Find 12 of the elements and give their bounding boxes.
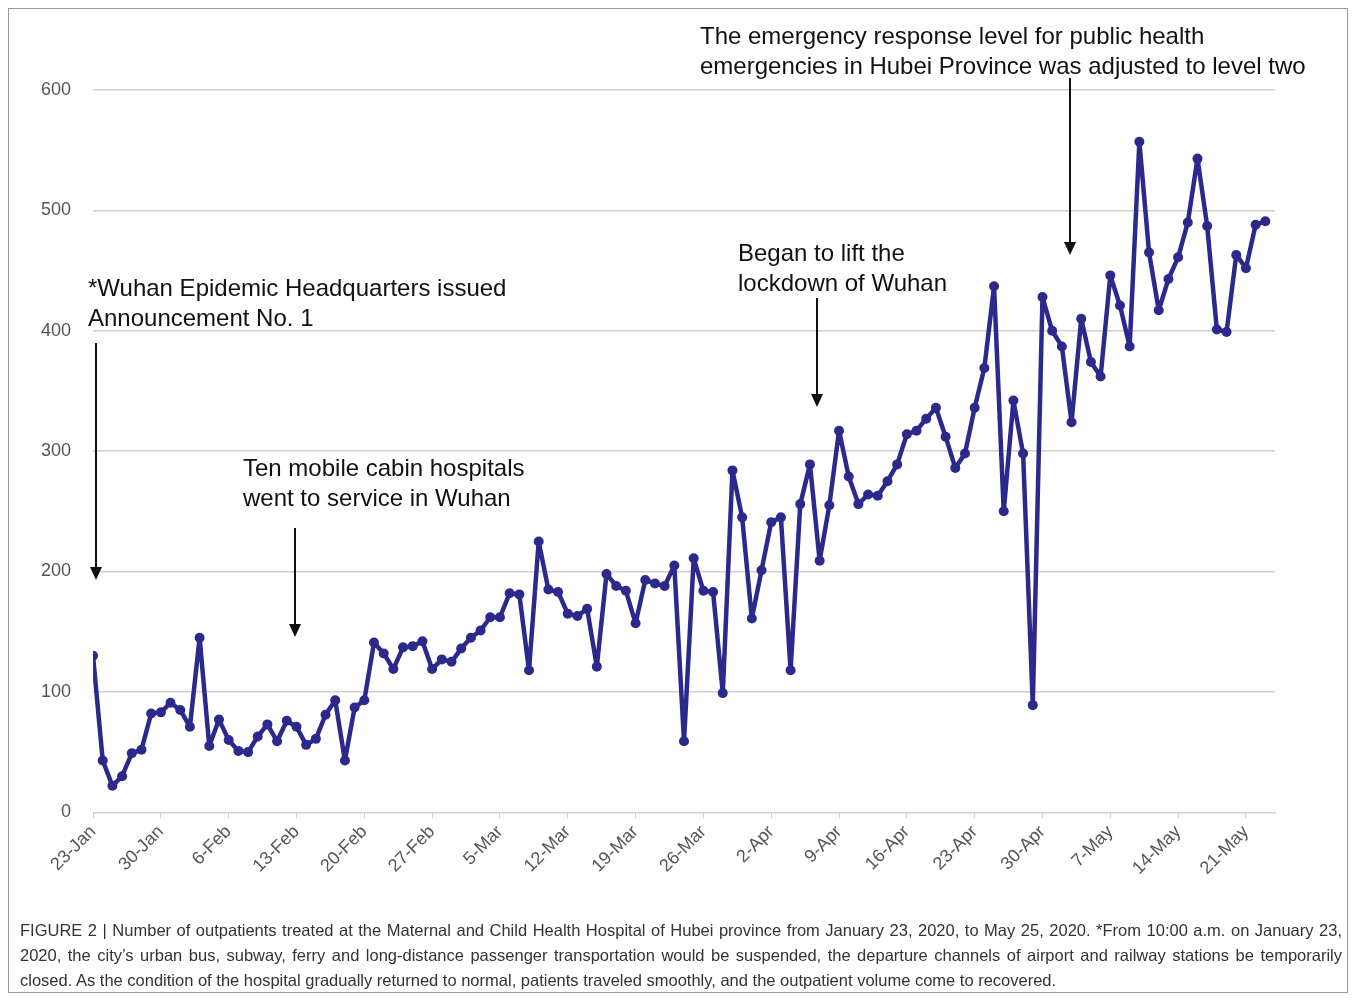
y-tick-label: 500 — [40, 199, 72, 220]
y-tick-label: 200 — [40, 560, 72, 581]
annotation: *Wuhan Epidemic Headquarters issued Announcement No. 1 — [88, 273, 508, 333]
y-tick-label: 600 — [40, 78, 72, 99]
text: The emergency response level for public health emergencies in Hubei Province was adjusted to level two — [700, 21, 1307, 81]
y-tick-label: 400 — [40, 319, 72, 340]
y-tick-label: 100 — [40, 680, 72, 701]
caption: FIGURE 2 | Number of outpatients treated at the Maternal and Child Health Hospital of Hubei province from January 23, 2020, to May 25, 2020. *From 10:00 a.m. on January 23, 2020, the city’s urban bus, subway, ferry and long-distance passenger transportation would be suspended, the departure channels of airport and railway stations be temporarily closed. As the condition of the hospital gradually returned to normal, patients traveled smoothly, and the outpatient volume come to recovered. — [20, 920, 1342, 991]
annotation: Began to lift the lockdown of Wuhan — [738, 238, 948, 298]
y-tick-label: 0 — [61, 801, 72, 822]
annotation: Ten mobile cabin hospitals went to service in Wuhan — [243, 453, 526, 513]
y-tick-label: 300 — [40, 440, 72, 461]
